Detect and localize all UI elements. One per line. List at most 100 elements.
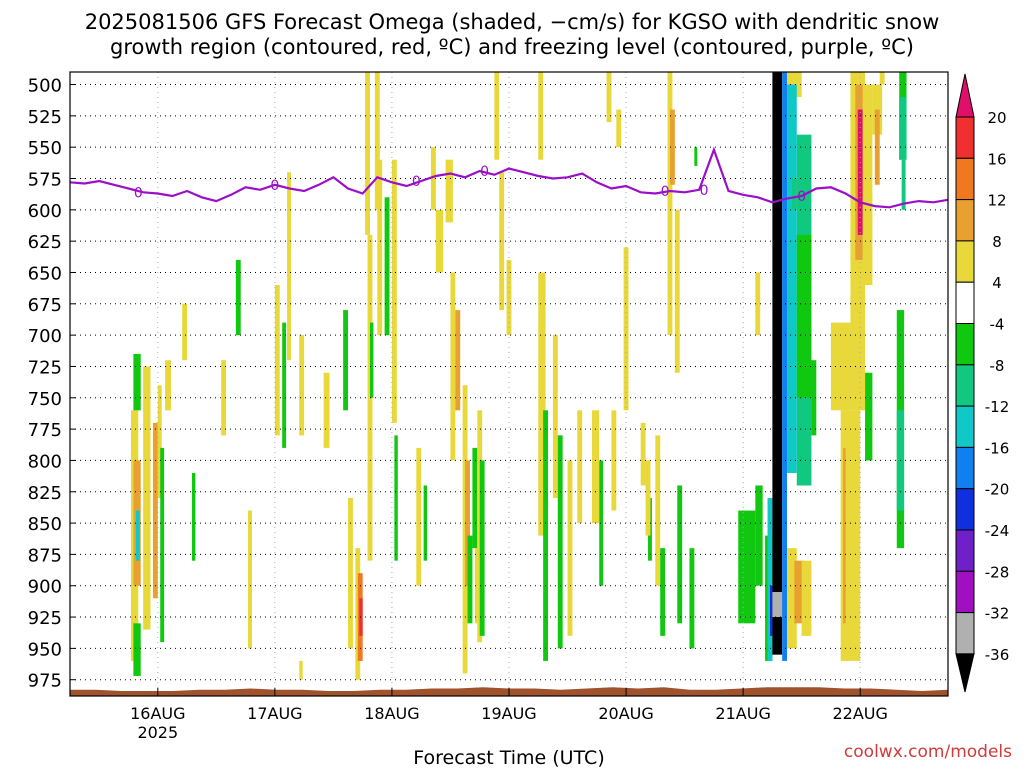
omega-cell	[435, 209, 444, 273]
colorbar-tick-label: -28	[985, 563, 1010, 581]
colorbar-swatch	[955, 364, 975, 407]
y-tick-label: 500	[28, 76, 62, 97]
omega-cell	[669, 109, 675, 185]
x-axis: 16AUG 17AUG 18AUG 19AUG 20AUG 21AUG 22AUG 2025	[130, 688, 888, 742]
watermark: coolwx.com/models	[843, 742, 1012, 762]
y-tick-label: 850	[28, 514, 62, 535]
y-tick-label: 750	[28, 389, 62, 410]
omega-cell	[494, 72, 500, 160]
x-tick-label: 19AUG	[481, 704, 536, 723]
colorbar-tick-label: 12	[987, 192, 1006, 210]
omega-cell	[862, 84, 873, 286]
omega-cell	[655, 435, 661, 586]
omega-cell	[782, 72, 788, 661]
omega-cell	[645, 460, 651, 536]
omega-cell	[689, 548, 695, 649]
omega-cell	[365, 72, 370, 235]
omega-cell	[865, 372, 873, 461]
colorbar-tick-label: 4	[992, 274, 1002, 292]
omega-cell	[845, 410, 861, 661]
omega-cell	[235, 259, 241, 336]
colorbar-swatch	[955, 240, 975, 283]
omega-cell	[191, 472, 196, 561]
colorbar-swatch	[955, 323, 975, 366]
omega-cell	[391, 159, 397, 423]
freezing-level-label: 0	[412, 174, 421, 190]
omega-cell	[287, 172, 291, 361]
colorbar-swatch	[955, 199, 975, 242]
omega-cell	[479, 460, 485, 636]
colorbar-bottom-triangle	[955, 653, 975, 693]
omega-cell	[772, 72, 783, 655]
omega-cell	[577, 410, 583, 524]
chart-title: 2025081506 GFS Forecast Omega (shaded, −…	[84, 10, 940, 59]
omega-cell	[445, 159, 453, 223]
omega-cell	[538, 272, 546, 536]
omega-cell	[755, 272, 761, 336]
x-tick-label: 17AUG	[247, 704, 302, 723]
grid-layer	[70, 72, 948, 696]
colorbar-tick-label: -20	[985, 481, 1010, 499]
omega-cell	[772, 592, 783, 618]
omega-cell	[899, 97, 907, 160]
omega-cell	[843, 447, 848, 624]
omega-cell	[640, 422, 646, 486]
omega-cell	[143, 366, 151, 630]
x-tick-label: 18AUG	[364, 704, 419, 723]
omega-cell	[694, 147, 698, 166]
colorbar-swatch	[955, 405, 975, 448]
omega-cell	[450, 272, 456, 461]
omega-cell	[374, 72, 380, 210]
omega-cell	[369, 322, 374, 398]
omega-cell	[384, 197, 390, 336]
colorbar-swatch	[955, 529, 975, 572]
omega-cell	[787, 84, 797, 473]
omega-cell	[901, 159, 906, 210]
y-tick-label: 875	[28, 545, 62, 566]
omega-cell	[796, 234, 812, 398]
omega-cell	[465, 460, 470, 586]
omega-cell	[755, 485, 763, 586]
freezing-level-label: 0	[134, 185, 143, 201]
x-axis-title: Forecast Time (UTC)	[413, 747, 604, 768]
y-tick-label: 925	[28, 608, 62, 629]
omega-cell	[182, 303, 188, 361]
omega-cell	[557, 435, 563, 649]
omega-cell	[499, 172, 505, 311]
y-tick-label: 600	[28, 201, 62, 222]
omega-cell	[787, 548, 797, 649]
omega-cell	[674, 209, 680, 373]
freezing-level-label: 0	[270, 178, 279, 194]
omega-cell	[467, 535, 473, 624]
y-tick-label: 575	[28, 170, 62, 191]
colorbar-tick-label: 8	[992, 233, 1002, 251]
x-tick-label: 16AUG	[130, 704, 185, 723]
omega-cell	[165, 360, 171, 411]
y-tick-label: 625	[28, 232, 62, 253]
omega-cell	[274, 285, 280, 436]
omega-cell	[623, 247, 629, 411]
freezing-level-label: 0	[480, 164, 489, 180]
omega-cell	[394, 435, 398, 561]
y-tick-label: 725	[28, 357, 62, 378]
freezing-level-label: 0	[661, 184, 670, 200]
omega-cell	[801, 560, 812, 636]
colorbar-tick-label: -32	[985, 605, 1010, 623]
omega-cell	[462, 385, 468, 674]
y-tick-label: 900	[28, 577, 62, 598]
omega-cell	[874, 109, 880, 185]
colorbar: 20 16 12 8 4 -4 -8 -12 -16 -20 -24 -28 -32 -36	[955, 73, 1010, 693]
omega-cell	[660, 548, 666, 636]
colorbar-tick-label: 16	[987, 150, 1006, 168]
omega-cell	[738, 510, 756, 624]
colorbar-swatch	[955, 157, 975, 201]
omega-cell	[767, 498, 773, 661]
freezing-level-line	[69, 146, 949, 209]
omega-cell	[599, 460, 604, 586]
y-tick-label: 700	[28, 326, 62, 347]
colorbar-tick-label: -12	[985, 398, 1010, 416]
x-tick-label: 20AUG	[598, 704, 653, 723]
omega-cell	[543, 410, 549, 661]
y-tick-label: 800	[28, 451, 62, 472]
colorbar-tick-label: -24	[985, 522, 1010, 540]
